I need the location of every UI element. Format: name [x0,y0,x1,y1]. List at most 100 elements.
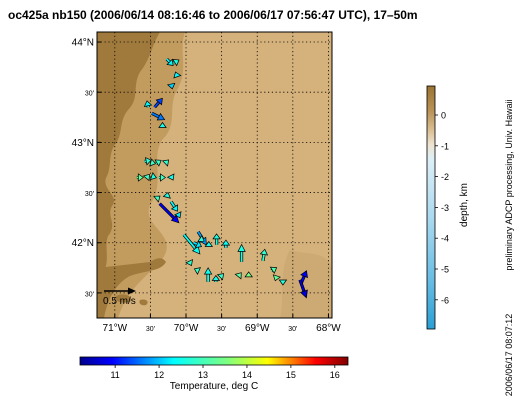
current-vector [166,82,176,90]
vector-head [259,248,269,256]
vector-shaft [153,101,160,108]
current-vector [153,97,163,109]
vector-head [197,234,205,242]
current-vector [172,59,180,67]
current-vector [173,71,182,79]
vector-head [158,121,167,128]
vector-head [272,274,281,282]
current-vector [221,239,231,248]
vector-head [153,195,161,203]
current-vectors [136,57,308,299]
current-vector [237,243,246,262]
vector-head [204,240,214,247]
vector-head [193,267,201,275]
vector-shaft [159,202,175,219]
current-vector [161,159,170,167]
vector-shaft [166,58,171,63]
current-vector [216,273,225,281]
vector-head [172,59,180,67]
land-region [97,32,160,276]
lon-label: 71°W [103,323,128,334]
lat-label: 30' [85,291,94,298]
vector-head [166,82,176,90]
temp-tick-label: 15 [286,370,296,380]
lat-label: 30' [85,91,94,98]
current-vector [259,248,269,262]
vector-head [221,239,231,246]
current-vector [158,173,166,182]
vector-head [194,240,203,249]
current-vector [144,156,152,166]
current-vector [173,211,182,219]
temp-tick-label: 13 [198,370,208,380]
current-vector [185,258,193,267]
depth-colorbar: 0 -1 -2 -3 -4 -5 -6 depth, km [426,85,470,330]
lon-label: 68°W [316,323,341,334]
vector-head [203,267,213,275]
depth-tick-label: -4 [441,234,449,244]
scale-arrow-label: 0.5 m/s [103,296,136,307]
vector-head [234,272,242,280]
lon-label: 30' [217,326,226,333]
vector-head [269,266,278,275]
processing-credit: preliminary ADCP processing, Univ. Hawai… [504,99,514,270]
current-vector [154,159,162,167]
current-vector [158,121,167,128]
vector-head [300,270,308,279]
current-vector [142,173,150,182]
depth-tick-label: -5 [441,265,449,275]
current-vector [151,111,166,121]
vector-head [299,289,308,299]
map-area[interactable]: 44°N 30' 43°N 30' 42°N 30' 71°W 30' 70°W 30' 69°W… [72,31,342,334]
vector-head [185,258,193,267]
current-vector [162,191,171,199]
current-vector [169,200,178,212]
vector-head [145,156,152,166]
vector-head [170,214,180,224]
lat-label: 30' [85,191,94,198]
vector-head [212,233,221,240]
current-vector [193,267,201,275]
vector-head [216,273,225,281]
current-vector [143,100,153,108]
vector-shaft [170,201,176,208]
lat-label: 42°N [72,238,94,249]
map-title: oc425a nb150 (2006/06/14 08:16:46 to 200… [8,8,418,22]
vector-head [161,159,170,167]
lon-label: 30' [288,326,297,333]
longitude-labels: 71°W 30' 70°W 30' 69°W 30' 68°W [103,323,342,334]
vector-shaft [193,241,198,246]
lon-label: 69°W [245,323,270,334]
vector-head [237,243,246,252]
current-vector [193,240,203,249]
vector-head [166,58,174,66]
current-vector [197,234,205,242]
vector-head [170,204,178,212]
vector-head [191,245,201,255]
temp-tick-label: 16 [330,370,340,380]
vector-head [149,158,157,167]
depth-tick-label: -3 [441,203,449,213]
latitude-labels: 44°N 30' 43°N 30' 42°N 30' [72,38,94,299]
vector-head [149,172,157,181]
current-vector [272,274,281,282]
current-vector [149,158,157,167]
vector-head [278,279,288,286]
georges-bank [280,250,332,318]
vector-head [156,112,166,121]
scale-arrow [104,287,136,295]
vector-head [155,97,163,106]
vector-head [173,211,182,219]
vector-head [143,100,153,107]
temp-tick-label: 14 [242,370,252,380]
current-vector [234,272,242,280]
current-vector [136,173,144,182]
lat-label: 43°N [72,138,94,149]
depth-tick-label: 0 [441,111,446,121]
current-vector [269,266,278,275]
lon-label: 30' [146,326,155,333]
vector-head [173,71,182,79]
lat-label: 44°N [72,38,94,49]
current-vector [166,173,175,181]
